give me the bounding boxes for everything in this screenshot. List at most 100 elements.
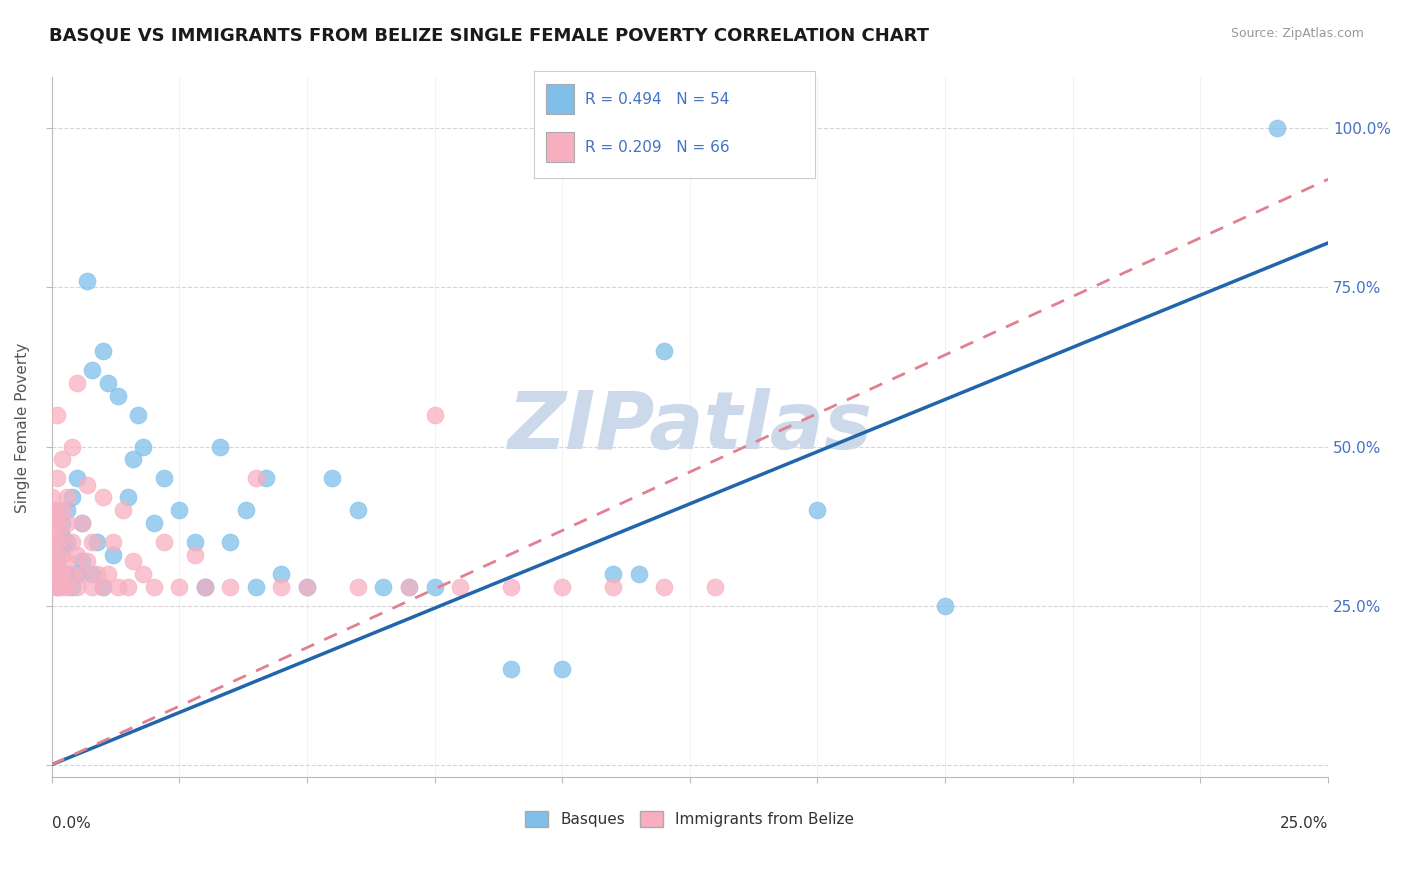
Point <box>82 363 104 377</box>
Point <box>51 452 73 467</box>
Point <box>56 516 79 530</box>
Point <box>51 580 73 594</box>
Point <box>91 491 114 505</box>
Point <box>347 580 370 594</box>
Point <box>41 503 63 517</box>
Point <box>127 408 149 422</box>
Point <box>56 503 79 517</box>
Point <box>76 477 98 491</box>
Point <box>41 566 63 581</box>
Text: ZIPatlas: ZIPatlas <box>508 388 872 467</box>
Point <box>321 471 343 485</box>
Point <box>153 471 176 485</box>
Point <box>41 554 63 568</box>
Point <box>51 503 73 517</box>
Point <box>45 566 67 581</box>
Bar <box>546 132 574 162</box>
Point <box>51 566 73 581</box>
Point <box>56 566 79 581</box>
Point <box>194 580 217 594</box>
Point <box>91 580 114 594</box>
Point <box>142 516 165 530</box>
Point <box>70 554 93 568</box>
Point <box>194 580 217 594</box>
Point <box>41 516 63 530</box>
Point <box>423 580 446 594</box>
Point <box>45 580 67 594</box>
Text: R = 0.209   N = 66: R = 0.209 N = 66 <box>585 140 730 155</box>
Point <box>60 535 83 549</box>
Point <box>245 580 267 594</box>
Point <box>45 535 67 549</box>
Point <box>501 580 523 594</box>
Point <box>45 554 67 568</box>
Point <box>45 471 67 485</box>
Point <box>1265 121 1288 136</box>
Point <box>45 554 67 568</box>
Point <box>66 566 89 581</box>
Point <box>56 491 79 505</box>
Point <box>70 516 93 530</box>
Point <box>60 440 83 454</box>
Point <box>82 535 104 549</box>
Point <box>60 566 83 581</box>
Point <box>107 580 129 594</box>
Point <box>183 548 205 562</box>
Point <box>132 440 155 454</box>
Point <box>551 662 574 676</box>
Point <box>86 566 108 581</box>
Point <box>56 554 79 568</box>
Y-axis label: Single Female Poverty: Single Female Poverty <box>15 343 30 513</box>
Point <box>122 452 145 467</box>
Point <box>66 580 89 594</box>
Point <box>97 566 120 581</box>
Point <box>56 580 79 594</box>
Point <box>254 471 277 485</box>
Bar <box>546 84 574 114</box>
Point <box>449 580 471 594</box>
Point <box>45 408 67 422</box>
Point <box>45 516 67 530</box>
Point <box>652 344 675 359</box>
Text: BASQUE VS IMMIGRANTS FROM BELIZE SINGLE FEMALE POVERTY CORRELATION CHART: BASQUE VS IMMIGRANTS FROM BELIZE SINGLE … <box>49 27 929 45</box>
Point <box>101 535 124 549</box>
Point <box>70 516 93 530</box>
Point <box>295 580 318 594</box>
Point <box>82 580 104 594</box>
Point <box>602 580 624 594</box>
Point <box>51 541 73 556</box>
Point <box>76 554 98 568</box>
Point <box>219 580 242 594</box>
Point <box>704 580 727 594</box>
Point <box>551 580 574 594</box>
Point <box>51 548 73 562</box>
Point <box>398 580 420 594</box>
Point <box>51 528 73 542</box>
Point <box>209 440 232 454</box>
Point <box>167 503 190 517</box>
Point <box>107 389 129 403</box>
Point <box>501 662 523 676</box>
Text: R = 0.494   N = 54: R = 0.494 N = 54 <box>585 92 730 107</box>
Point <box>66 548 89 562</box>
Point <box>117 580 139 594</box>
Point <box>122 554 145 568</box>
Point <box>86 535 108 549</box>
Point <box>51 516 73 530</box>
Point <box>45 580 67 594</box>
Point <box>194 580 217 594</box>
Point <box>41 491 63 505</box>
Point <box>91 580 114 594</box>
Point <box>82 566 104 581</box>
Text: 0.0%: 0.0% <box>52 816 90 831</box>
Point <box>60 580 83 594</box>
Point <box>934 599 956 613</box>
Point <box>70 566 93 581</box>
Point <box>142 580 165 594</box>
Point <box>60 491 83 505</box>
Point <box>111 503 134 517</box>
Point <box>652 580 675 594</box>
Point <box>66 376 89 390</box>
Point <box>183 535 205 549</box>
Point <box>245 471 267 485</box>
